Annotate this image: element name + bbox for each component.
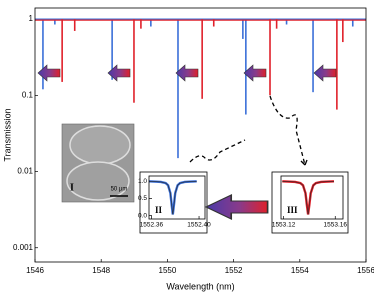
main-plot: 1546 1548 1550 1552 1554 1556 0.001 0.01 0.1 1 Wav… — [2, 7, 374, 291]
big-arrow — [205, 194, 269, 220]
inset-label: I — [70, 182, 74, 193]
y-tick-label: 1.0 — [138, 178, 147, 185]
y-tick-label: 1 — [29, 14, 34, 23]
plot-frame — [34, 7, 367, 263]
plot-frame — [148, 175, 206, 220]
x-tick-label: 1554 — [291, 266, 309, 275]
x-tick-label: 1548 — [92, 266, 110, 275]
scale-bar-label: 50 µm — [111, 187, 128, 193]
insets: 1552.36 1552.40 0.0 0.5 1.0 II 1553.12 1553.16 I… — [138, 171, 349, 234]
x-tick-label: 1553.12 — [272, 222, 296, 229]
fit-line — [282, 181, 335, 215]
x-tick-label: 1552.36 — [140, 222, 164, 229]
x-tick-label: 1546 — [26, 266, 44, 275]
y-tick-label: 0.001 — [13, 243, 34, 252]
inset-label: III — [287, 205, 298, 215]
y-tick-label: 0.01 — [17, 167, 33, 176]
plot-frame — [280, 175, 344, 220]
y-axis-label: Transmission — [2, 108, 12, 161]
x-tick-label: 1553.16 — [324, 222, 348, 229]
x-tick-label: 1550 — [159, 266, 177, 275]
arrows — [37, 64, 337, 82]
connectors — [189, 95, 308, 166]
x-tick-label: 1556 — [357, 266, 374, 275]
sem-inset: I 50 µm — [61, 123, 135, 203]
y-tick-label: 0.1 — [22, 90, 34, 99]
y-tick-label: 0.0 — [138, 212, 147, 219]
inset-label: II — [155, 205, 163, 215]
x-tick-label: 1552 — [225, 266, 243, 275]
y-tick-label: 0.5 — [138, 195, 147, 202]
fit-line — [148, 181, 197, 215]
x-axis-label: Wavelength (nm) — [166, 281, 234, 291]
x-tick-label: 1552.40 — [187, 222, 211, 229]
